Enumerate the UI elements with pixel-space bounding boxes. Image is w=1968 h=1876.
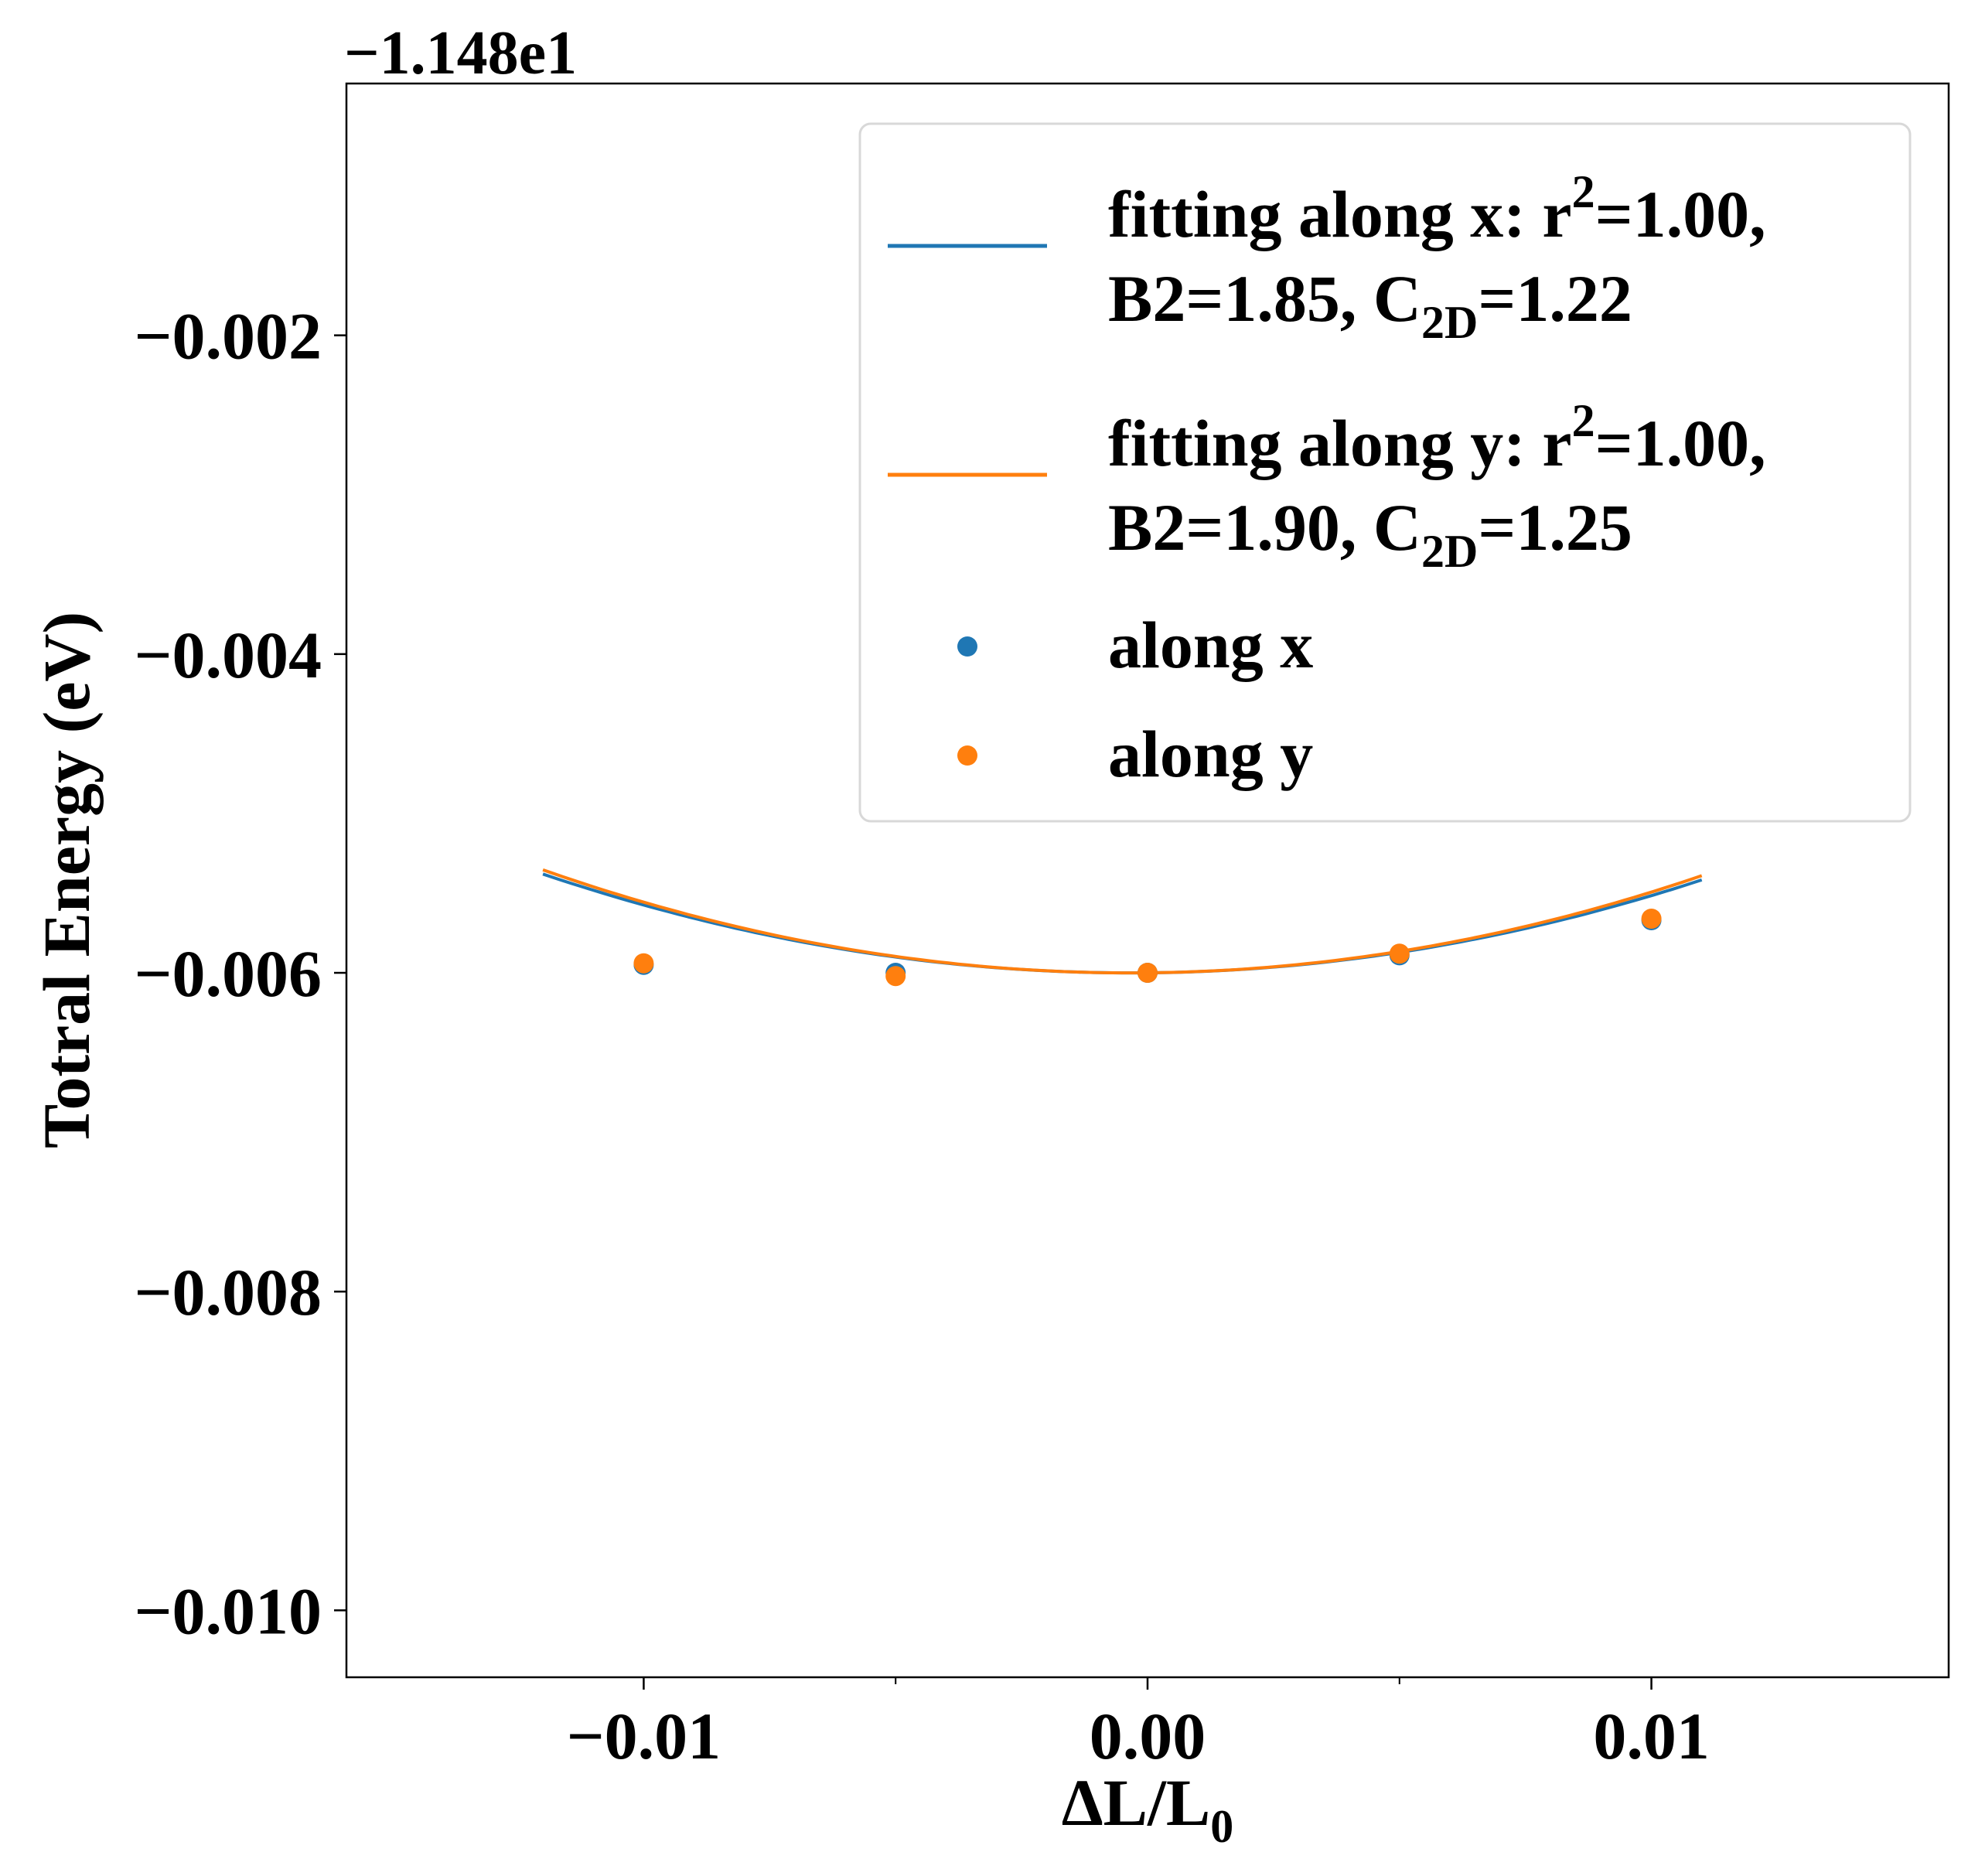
- x-axis-label-main: ΔL/L: [1062, 1765, 1211, 1840]
- fit-lines: [542, 868, 1703, 975]
- point-series1-4: [1641, 909, 1662, 929]
- x-axis-label-sub: 0: [1210, 1801, 1233, 1852]
- point-series1-2: [1137, 963, 1158, 983]
- legend-box: [858, 122, 1912, 823]
- legend-fit-y-sup: 2: [1572, 395, 1595, 446]
- legend-label-along-y: along y: [1108, 717, 1313, 791]
- legend-fit-x-line2: B2=1.85, C: [1108, 261, 1421, 336]
- ticks: −0.01 0.00 0.01 −0.002 −0.004 −0.006 −0.008 −0.…: [134, 299, 1709, 1773]
- y-axis-label: Totral Energy (eV): [29, 612, 104, 1148]
- legend-label-fit-y: fitting along y: r2=1.00,: [1108, 395, 1766, 480]
- legend-fit-y-line1-end: =1.00,: [1595, 406, 1766, 480]
- legend-label-fit-x: fitting along x: r2=1.00,: [1108, 166, 1766, 251]
- point-series1-0: [633, 953, 654, 974]
- legend-label-fit-x-2: B2=1.85, C2D=1.22: [1108, 261, 1632, 348]
- x-tick-label-1: 0.00: [1090, 1699, 1206, 1773]
- y-offset-label: −1.148e1: [344, 19, 577, 87]
- legend-fit-y-line1: fitting along y: r: [1108, 406, 1572, 480]
- y-tick-label-4: −0.010: [134, 1574, 322, 1648]
- legend-marker-along-x: [957, 636, 977, 657]
- y-tick-label-3: −0.008: [134, 1255, 322, 1329]
- x-axis-label: ΔL/L0: [1062, 1765, 1234, 1852]
- y-tick-label-1: −0.004: [134, 618, 322, 692]
- legend-fit-x-sup: 2: [1572, 166, 1595, 217]
- x-tick-label-2: 0.01: [1593, 1699, 1710, 1773]
- legend-fit-y-line2-end: =1.25: [1478, 490, 1632, 565]
- point-series1-1: [885, 966, 906, 987]
- plot-area: [542, 868, 1703, 987]
- data-points: [633, 909, 1662, 987]
- legend-fit-y-line2: B2=1.90, C: [1108, 490, 1421, 565]
- legend: fitting along x: r2=1.00, B2=1.85, C2D=1…: [858, 122, 1912, 823]
- legend-label-along-x: along x: [1108, 608, 1313, 682]
- x-tick-label-0: −0.01: [567, 1699, 721, 1773]
- y-tick-label-0: −0.002: [134, 299, 322, 373]
- legend-label-fit-y-2: B2=1.90, C2D=1.25: [1108, 490, 1632, 577]
- legend-fit-x-line1: fitting along x: r: [1108, 177, 1572, 251]
- legend-fit-x-sub: 2D: [1421, 297, 1478, 348]
- legend-fit-y-sub: 2D: [1421, 526, 1478, 577]
- y-tick-label-2: −0.006: [134, 936, 322, 1011]
- legend-fit-x-line1-end: =1.00,: [1595, 177, 1766, 251]
- legend-fit-x-line2-end: =1.22: [1478, 261, 1632, 336]
- legend-marker-along-y: [957, 745, 977, 766]
- fit-line-1: [542, 868, 1703, 975]
- point-series1-3: [1389, 943, 1410, 964]
